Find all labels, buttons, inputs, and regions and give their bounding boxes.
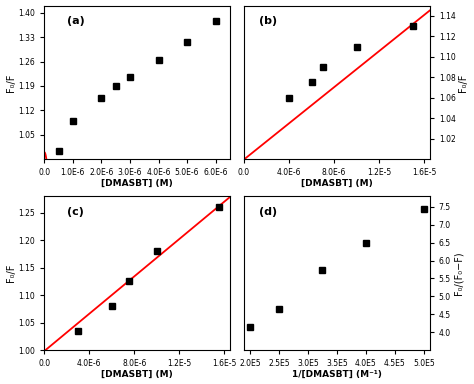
- Y-axis label: F₀/F: F₀/F: [6, 264, 16, 282]
- Y-axis label: F₀/(F₀−F): F₀/(F₀−F): [454, 251, 464, 295]
- Y-axis label: F₀/F: F₀/F: [6, 73, 16, 92]
- Y-axis label: F₀/F: F₀/F: [458, 73, 468, 92]
- X-axis label: [DMASBT] (M): [DMASBT] (M): [301, 179, 373, 188]
- Text: (b): (b): [259, 16, 277, 26]
- Text: (a): (a): [66, 16, 84, 26]
- Text: (d): (d): [259, 207, 277, 217]
- Text: (c): (c): [66, 207, 83, 217]
- X-axis label: 1/[DMASBT] (M⁻¹): 1/[DMASBT] (M⁻¹): [292, 369, 382, 379]
- X-axis label: [DMASBT] (M): [DMASBT] (M): [101, 179, 173, 188]
- X-axis label: [DMASBT] (M): [DMASBT] (M): [101, 369, 173, 379]
